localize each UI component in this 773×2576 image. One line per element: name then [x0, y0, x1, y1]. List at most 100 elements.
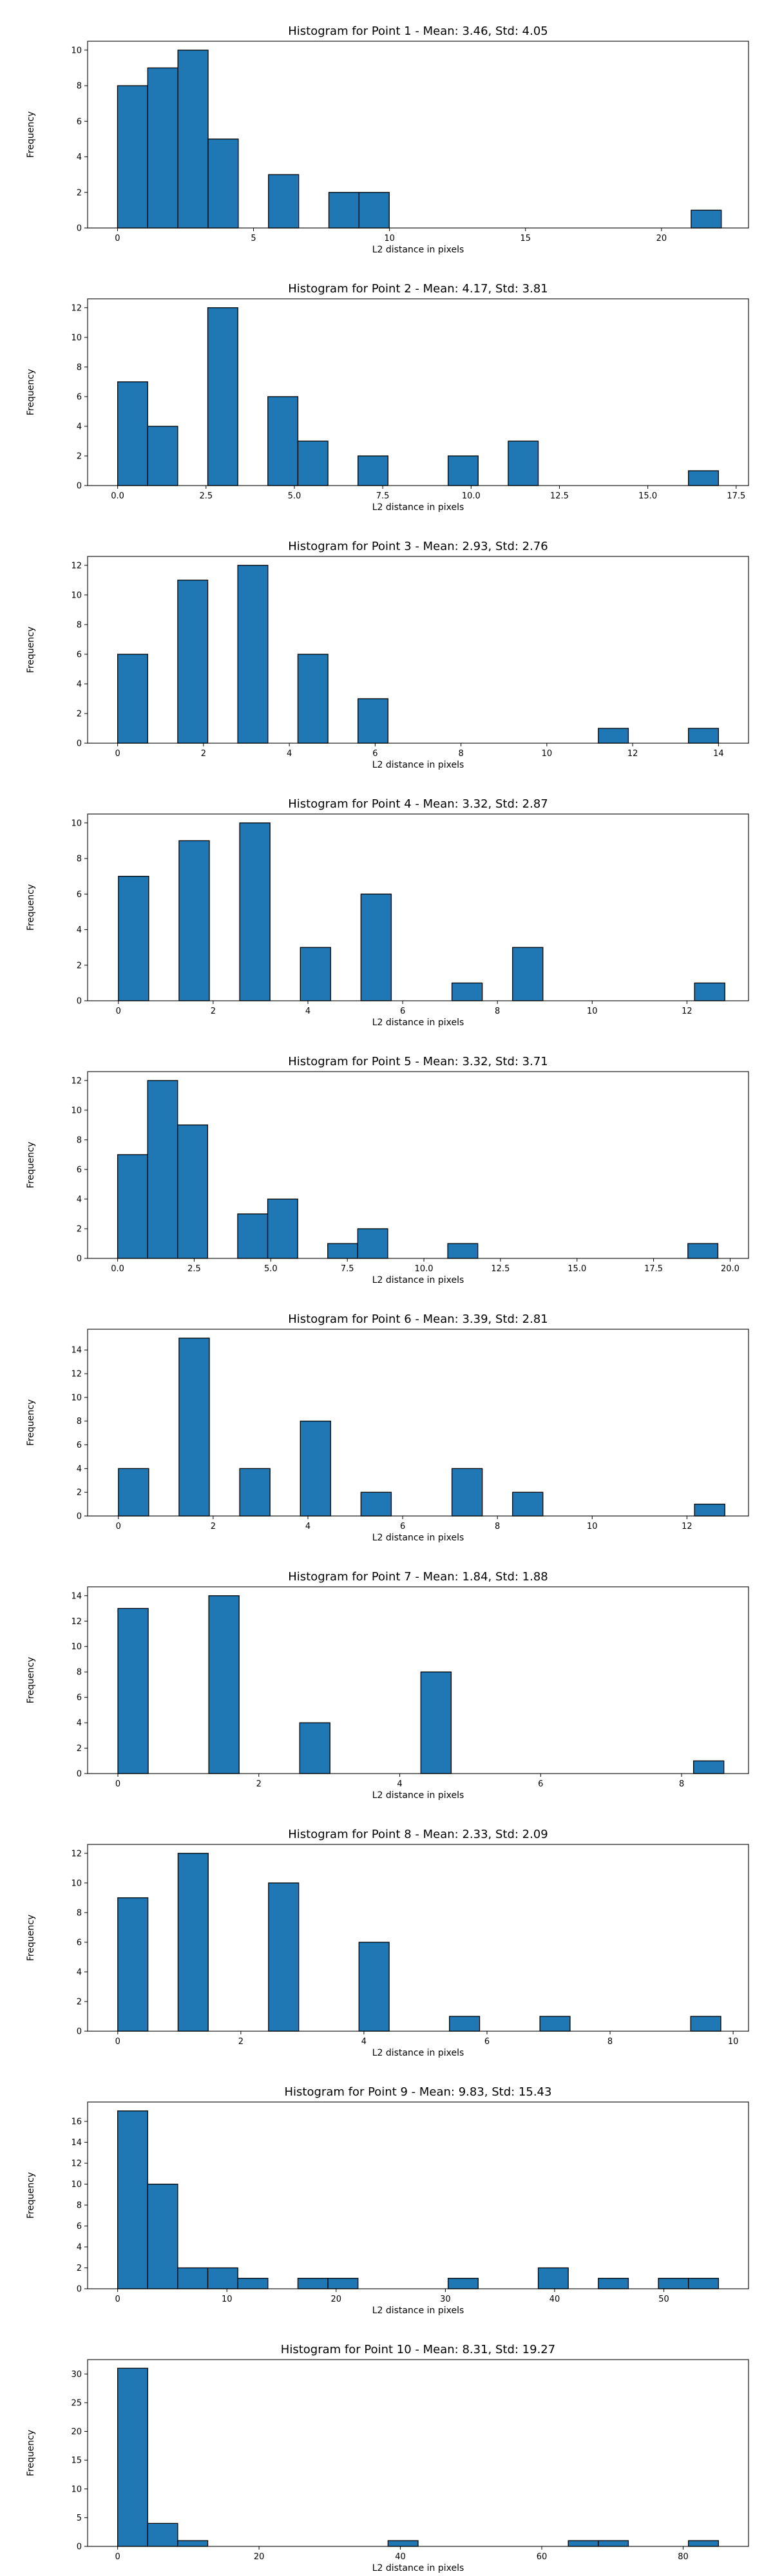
- y-tick-label: 0: [77, 1770, 82, 1779]
- y-tick-label: 10: [71, 333, 82, 343]
- y-tick-label: 0: [77, 1512, 82, 1522]
- y-tick-label: 0: [77, 2543, 82, 2552]
- x-tick-label: 0: [116, 1007, 121, 1016]
- plot-frame: [87, 1586, 749, 1774]
- x-tick-label: 0: [115, 2552, 120, 2562]
- y-tick-label: 4: [77, 1967, 82, 1977]
- x-tick-label: 6: [400, 1522, 405, 1531]
- y-axis-label: Frequency: [26, 627, 36, 673]
- histogram-bar: [117, 2110, 148, 2289]
- x-tick-label: 10.0: [462, 491, 481, 501]
- x-tick-label: 60: [537, 2552, 548, 2562]
- y-tick-label: 16: [71, 2117, 82, 2127]
- histogram-bar: [537, 2267, 569, 2289]
- histogram-bar: [508, 440, 539, 486]
- x-tick-label: 30: [440, 2295, 451, 2304]
- chart-panel-9: Histogram for Point 9 - Mean: 9.83, Std:…: [26, 2085, 749, 2316]
- histogram-bar: [177, 2267, 209, 2289]
- x-axis-label: L2 distance in pixels: [372, 1790, 464, 1801]
- y-tick-label: 6: [77, 2222, 82, 2231]
- x-tick-label: 80: [678, 2552, 689, 2562]
- x-axis-label: L2 distance in pixels: [372, 2048, 464, 2058]
- y-tick-label: 2: [77, 1997, 82, 2007]
- chart-title: Histogram for Point 5 - Mean: 3.32, Std:…: [288, 1055, 548, 1068]
- x-tick-label: 0.0: [111, 1264, 124, 1274]
- x-tick-label: 4: [305, 1522, 310, 1531]
- x-tick-label: 5.0: [264, 1264, 278, 1274]
- y-tick-label: 4: [77, 679, 82, 689]
- x-tick-label: 0: [115, 1779, 120, 1789]
- x-axis-label: L2 distance in pixels: [372, 245, 464, 255]
- plot-frame: [87, 298, 749, 486]
- histogram-bar: [328, 192, 360, 229]
- histogram-bar: [177, 50, 209, 229]
- histogram-bar: [207, 138, 239, 229]
- histogram-bar: [387, 2540, 419, 2547]
- y-tick-label: 8: [77, 1668, 82, 1678]
- histogram-bar: [420, 1671, 452, 1774]
- x-tick-label: 0: [115, 234, 120, 243]
- x-tick-label: 17.5: [644, 1264, 663, 1274]
- chart-title: Histogram for Point 8 - Mean: 2.33, Std:…: [288, 1828, 548, 1841]
- y-axis-label: Frequency: [26, 884, 36, 931]
- histogram-bar: [297, 440, 329, 486]
- x-tick-label: 40: [549, 2295, 560, 2304]
- chart-panel-4: Histogram for Point 4 - Mean: 3.32, Std:…: [26, 797, 749, 1028]
- y-tick-label: 2: [77, 709, 82, 719]
- chart-title: Histogram for Point 6 - Mean: 3.39, Std:…: [288, 1312, 548, 1326]
- x-axis-label: L2 distance in pixels: [372, 502, 464, 513]
- x-tick-label: 0: [116, 1522, 121, 1531]
- y-tick-label: 8: [77, 1135, 82, 1145]
- chart-title: Histogram for Point 4 - Mean: 3.32, Std:…: [288, 797, 548, 811]
- histogram-bar: [687, 1243, 719, 1259]
- y-axis-label: Frequency: [26, 1915, 36, 1961]
- y-tick-label: 4: [77, 1195, 82, 1204]
- plot-frame: [87, 41, 749, 229]
- y-tick-label: 12: [71, 1849, 82, 1859]
- y-tick-label: 10: [71, 2180, 82, 2190]
- chart-panel-3: Histogram for Point 3 - Mean: 2.93, Std:…: [26, 540, 749, 770]
- histogram-bar: [539, 2016, 571, 2032]
- chart-panel-5: Histogram for Point 5 - Mean: 3.32, Std:…: [26, 1055, 749, 1285]
- y-tick-label: 30: [71, 2370, 82, 2380]
- histogram-bar: [688, 2540, 720, 2547]
- histogram-bar: [447, 1243, 479, 1259]
- x-tick-label: 12: [682, 1007, 692, 1016]
- histogram-bar: [360, 893, 392, 1001]
- histogram-bar: [300, 1421, 331, 1517]
- x-tick-label: 6: [484, 2037, 490, 2047]
- y-tick-label: 12: [71, 561, 82, 571]
- histogram-bar: [447, 455, 479, 486]
- y-tick-label: 2: [77, 188, 82, 198]
- histogram-bar: [239, 1468, 271, 1517]
- histogram-bar: [117, 1154, 148, 1259]
- histogram-bar: [207, 307, 238, 486]
- y-tick-label: 14: [71, 2138, 82, 2148]
- histogram-bar: [208, 1595, 240, 1774]
- y-tick-label: 2: [77, 1488, 82, 1498]
- y-tick-label: 0: [77, 224, 82, 234]
- x-tick-label: 12: [682, 1522, 692, 1531]
- y-tick-label: 10: [71, 46, 82, 55]
- y-tick-label: 8: [77, 1417, 82, 1426]
- plot-frame: [87, 2101, 749, 2289]
- x-tick-label: 0: [115, 2295, 120, 2304]
- y-tick-label: 8: [77, 1908, 82, 1918]
- y-axis-label: Frequency: [26, 2172, 36, 2219]
- x-tick-label: 4: [397, 1779, 402, 1789]
- histogram-bar: [688, 2278, 720, 2289]
- x-tick-label: 8: [679, 1779, 684, 1789]
- y-tick-label: 4: [77, 925, 82, 935]
- y-tick-label: 6: [77, 1165, 82, 1175]
- histogram-bar: [117, 2367, 148, 2547]
- y-tick-label: 0: [77, 1255, 82, 1264]
- x-tick-label: 10: [542, 749, 553, 759]
- histogram-bar: [512, 1492, 544, 1517]
- chart-title: Histogram for Point 7 - Mean: 1.84, Std:…: [288, 1570, 548, 1584]
- histogram-bar: [688, 728, 720, 744]
- histogram-bar: [297, 2278, 329, 2289]
- histogram-bar: [358, 698, 389, 744]
- histogram-bar: [694, 982, 725, 1001]
- y-tick-label: 10: [71, 1642, 82, 1652]
- x-tick-label: 10: [587, 1007, 598, 1016]
